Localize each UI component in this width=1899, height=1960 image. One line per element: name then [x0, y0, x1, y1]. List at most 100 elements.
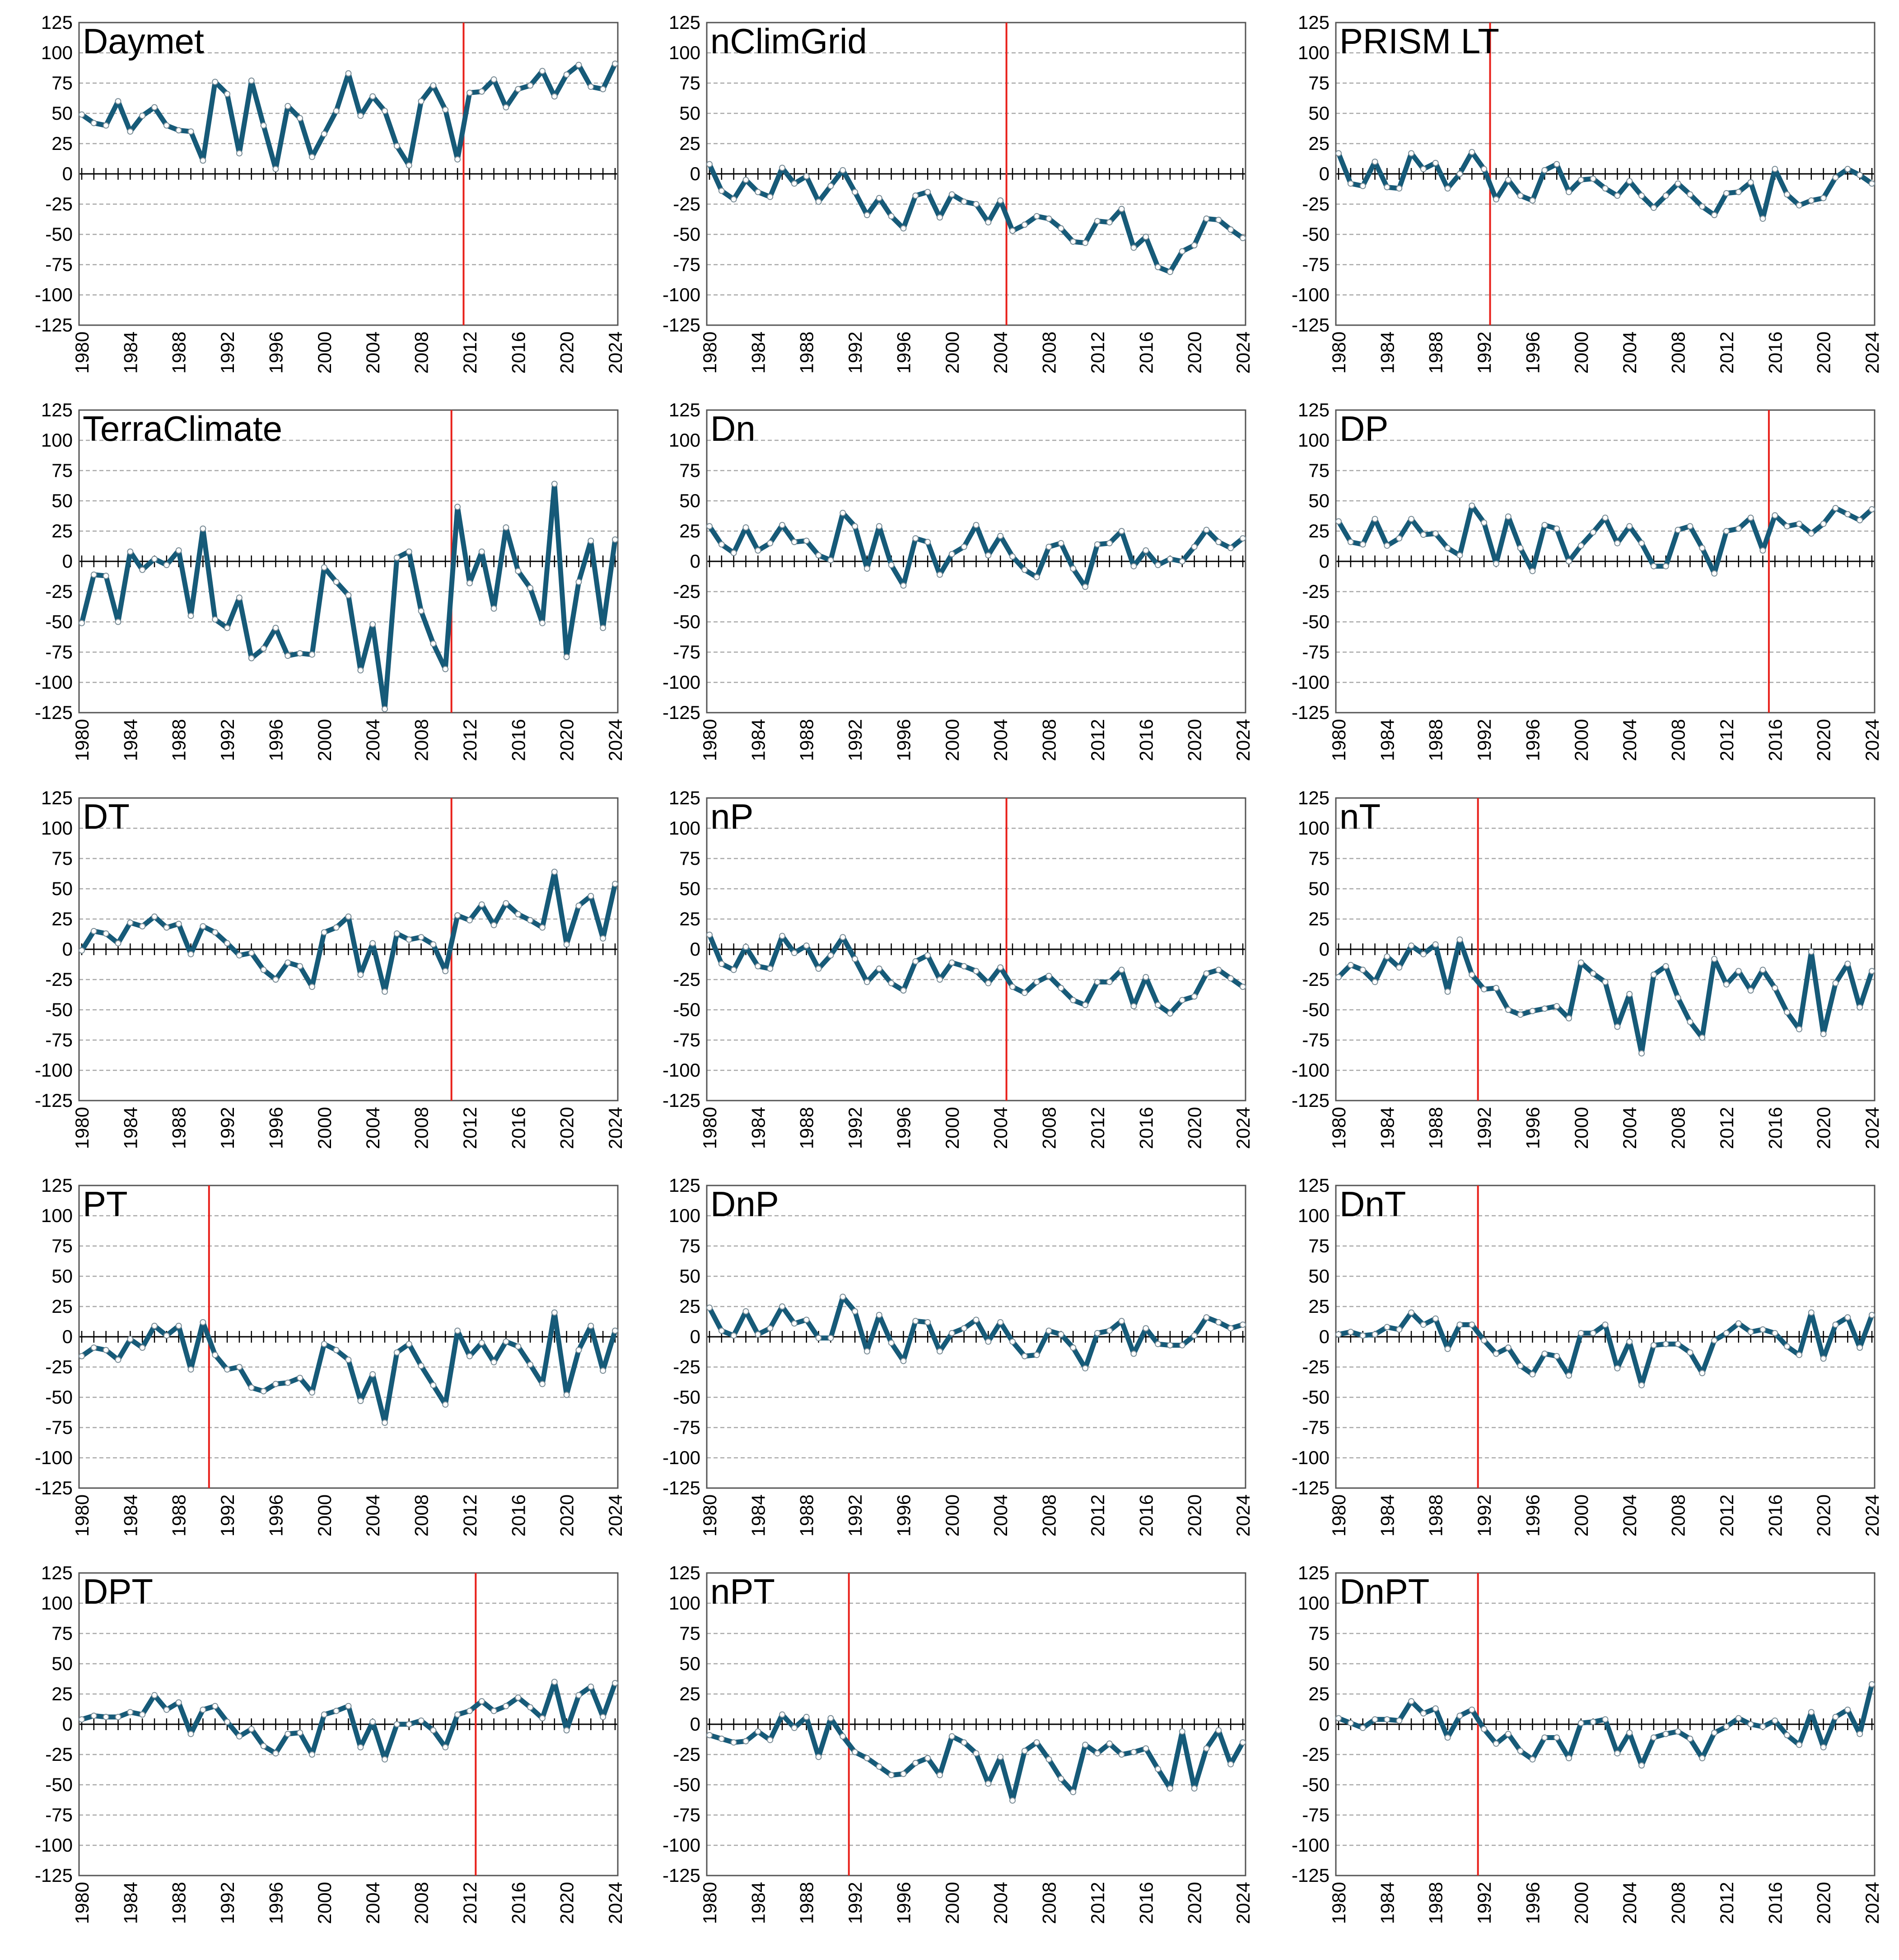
data-point: [1009, 984, 1016, 990]
y-tick-label: 25: [1308, 520, 1330, 541]
data-point: [1602, 185, 1609, 192]
data-point: [1045, 972, 1052, 979]
data-point: [924, 539, 931, 546]
data-point: [767, 193, 774, 200]
data-point: [1735, 1320, 1742, 1327]
x-tick-label: 1980: [71, 331, 93, 373]
data-point: [924, 1319, 931, 1325]
data-point: [1118, 1318, 1125, 1325]
data-point: [815, 1754, 822, 1760]
data-point: [1372, 979, 1378, 985]
y-tick-label: 25: [1308, 1683, 1330, 1704]
data-point: [260, 122, 267, 129]
data-point: [863, 212, 870, 219]
y-tick-label: 100: [669, 817, 700, 839]
y-tick-label: -25: [1302, 1356, 1330, 1377]
x-tick-label: 1980: [699, 331, 720, 373]
data-point: [527, 584, 534, 591]
data-point: [200, 525, 206, 532]
data-point: [961, 963, 967, 970]
data-point: [333, 1347, 340, 1353]
data-point: [1215, 1727, 1222, 1734]
x-tick-label: 2000: [314, 1107, 335, 1149]
data-point: [1384, 1324, 1390, 1330]
x-tick-label: 2008: [1039, 1107, 1060, 1149]
data-point: [997, 532, 1004, 539]
y-tick-label: 125: [41, 1562, 73, 1583]
data-point: [1191, 1785, 1198, 1792]
data-point: [827, 182, 834, 189]
data-point: [260, 966, 267, 973]
x-tick-label: 1996: [893, 1882, 914, 1924]
data-point: [466, 917, 473, 924]
x-tick-label: 2000: [314, 1882, 335, 1924]
y-tick-label: 50: [679, 490, 700, 511]
data-point: [272, 1750, 279, 1757]
data-point: [742, 177, 749, 183]
y-tick-label: 75: [679, 1235, 700, 1256]
data-point: [876, 523, 882, 530]
x-tick-label: 1992: [217, 719, 238, 761]
data-point: [466, 1708, 473, 1714]
data-point: [575, 902, 582, 909]
data-point: [90, 120, 97, 126]
data-point: [1203, 527, 1210, 533]
data-point: [442, 1401, 449, 1408]
data-point: [139, 566, 146, 573]
data-point: [1747, 179, 1754, 186]
data-point: [1359, 1332, 1366, 1339]
y-tick-label: 100: [669, 1205, 700, 1226]
data-point: [1759, 1723, 1766, 1730]
data-point: [151, 1692, 158, 1699]
data-point: [454, 1711, 461, 1718]
data-point: [418, 98, 425, 105]
data-point: [852, 956, 859, 962]
y-tick-label: 25: [679, 520, 700, 541]
y-tick-label: -25: [1302, 193, 1330, 215]
data-point: [1021, 989, 1028, 996]
plot-frame: [1335, 22, 1876, 326]
data-point: [1723, 528, 1730, 534]
data-point: [393, 930, 400, 937]
data-point: [815, 1335, 822, 1341]
data-point: [1215, 216, 1222, 223]
data-point: [1554, 1734, 1560, 1741]
data-point: [212, 1352, 219, 1358]
y-tick-label: -75: [45, 1029, 73, 1050]
data-point: [1130, 563, 1137, 569]
data-point: [961, 1739, 967, 1746]
data-point: [1759, 966, 1766, 973]
data-point: [755, 1728, 761, 1735]
y-tick-label: 50: [1308, 1265, 1330, 1287]
y-tick-label: -25: [673, 1356, 700, 1377]
y-tick-label: -25: [673, 193, 700, 215]
data-point: [539, 68, 546, 75]
data-point: [454, 912, 461, 919]
data-point: [1747, 1329, 1754, 1335]
y-tick-label: -50: [1302, 224, 1330, 245]
data-point: [575, 1692, 582, 1699]
data-point: [1614, 540, 1621, 546]
data-point: [1058, 1331, 1064, 1338]
data-point: [1832, 1321, 1839, 1328]
data-point: [212, 79, 219, 85]
y-tick-label: -50: [45, 1386, 73, 1408]
y-tick-label: 50: [679, 878, 700, 899]
x-tick-label: 2008: [411, 1494, 432, 1536]
y-tick-label: -125: [35, 702, 73, 723]
data-point: [1082, 1002, 1089, 1008]
x-tick-label: 2016: [1764, 1882, 1786, 1924]
data-point: [1832, 1713, 1839, 1720]
y-tick-label: 50: [679, 1265, 700, 1287]
data-point: [478, 548, 485, 555]
data-point: [1143, 1325, 1149, 1332]
y-tick-label: 75: [679, 72, 700, 93]
data-point: [382, 107, 388, 114]
data-point: [248, 950, 255, 957]
data-point: [1699, 1034, 1706, 1041]
data-point: [1166, 1010, 1173, 1017]
data-point: [1699, 1370, 1706, 1377]
data-point: [1021, 566, 1028, 573]
data-point: [333, 924, 340, 931]
data-point: [1058, 985, 1064, 991]
